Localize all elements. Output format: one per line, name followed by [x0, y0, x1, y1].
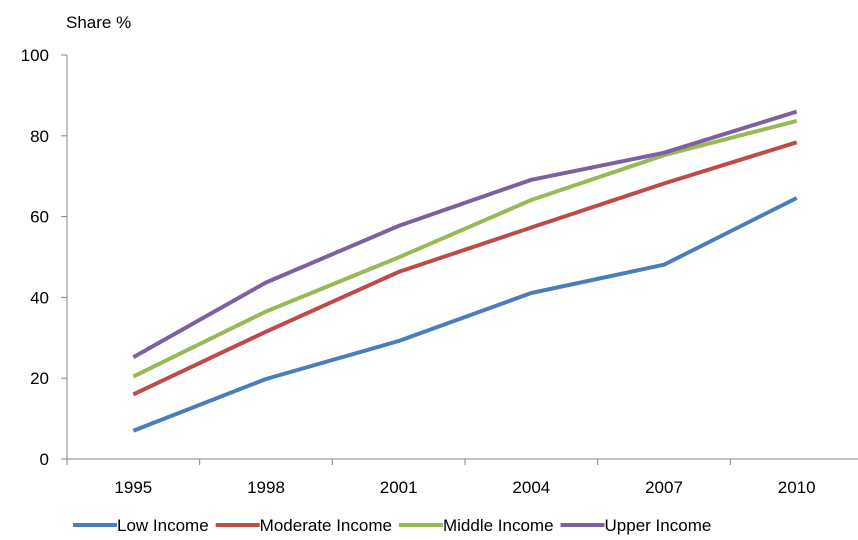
legend-label: Moderate Income: [260, 516, 392, 535]
x-tick-label: 1995: [114, 478, 152, 497]
x-tick-label: 2001: [380, 478, 418, 497]
x-tick-label: 1998: [247, 478, 285, 497]
legend-label: Low Income: [117, 516, 209, 535]
y-tick-label: 20: [30, 369, 49, 388]
y-tick-label: 0: [40, 450, 49, 469]
x-tick-label: 2007: [645, 478, 683, 497]
y-tick-label: 40: [30, 288, 49, 307]
axes: 0 20 40 60 80 100 1995 1998 2001 2004 2007 2010: [21, 46, 858, 497]
y-tick-label: 60: [30, 208, 49, 227]
plot-area: [132, 109, 798, 433]
x-tick-label: 2010: [778, 478, 816, 497]
y-axis-label: Share %: [66, 13, 131, 32]
series-line-upper-income: [132, 109, 798, 359]
y-tick-label: 80: [30, 127, 49, 146]
legend: Low Income Moderate Income Middle Income Up…: [73, 516, 711, 535]
legend-label: Upper Income: [605, 516, 712, 535]
series-line-middle-income: [132, 118, 798, 379]
legend-label: Middle Income: [443, 516, 554, 535]
series-line-low-income: [132, 196, 798, 433]
series-line-moderate-income: [132, 140, 798, 397]
x-tick-label: 2004: [512, 478, 550, 497]
y-tick-label: 100: [21, 46, 49, 65]
